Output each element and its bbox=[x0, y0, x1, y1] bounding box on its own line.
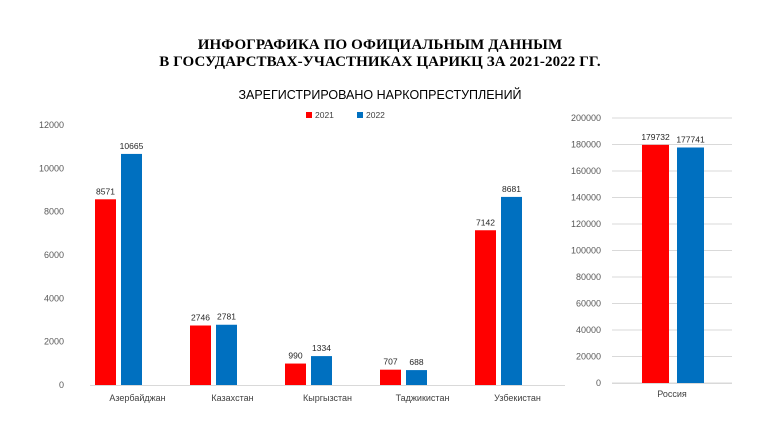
left-data-label-2022: 2781 bbox=[217, 312, 236, 322]
left-data-label-2022: 8681 bbox=[502, 184, 521, 194]
right-data-label-2021: 179732 bbox=[641, 132, 670, 142]
left-y-tick-label: 12000 bbox=[39, 120, 64, 130]
chart-subtitle: ЗАРЕГИСТРИРОВАНО НАРКОПРЕСТУПЛЕНИЙ bbox=[238, 88, 522, 102]
left-y-tick-label: 8000 bbox=[44, 207, 64, 217]
right-y-tick-label: 120000 bbox=[571, 219, 601, 229]
right-y-tick-label: 100000 bbox=[571, 246, 601, 256]
left-bar-2022 bbox=[311, 356, 332, 385]
left-data-label-2022: 688 bbox=[409, 357, 423, 367]
left-bar-2022 bbox=[501, 196, 522, 385]
left-y-tick-label: 4000 bbox=[44, 293, 64, 303]
left-data-label-2021: 2746 bbox=[191, 313, 210, 323]
left-bar-2021 bbox=[475, 230, 496, 385]
left-y-tick-label: 10000 bbox=[39, 163, 64, 173]
left-y-tick-label: 2000 bbox=[44, 337, 64, 347]
legend-label-2022: 2022 bbox=[366, 110, 385, 120]
right-bar-2021 bbox=[642, 144, 669, 383]
right-y-tick-label: 20000 bbox=[576, 352, 601, 362]
right-y-tick-label: 80000 bbox=[576, 272, 601, 282]
left-category-label: Азербайджан bbox=[109, 393, 165, 403]
left-category-label: Узбекистан bbox=[494, 393, 541, 403]
right-data-label-2022: 177741 bbox=[676, 134, 705, 144]
right-category-label: Россия bbox=[657, 389, 687, 399]
left-bar-2021 bbox=[380, 369, 401, 385]
right-y-tick-label: 160000 bbox=[571, 166, 601, 176]
left-data-label-2022: 10665 bbox=[120, 141, 144, 151]
chart-title-line1: ИНФОГРАФИКА ПО ОФИЦИАЛЬНЫМ ДАННЫМ bbox=[197, 37, 563, 53]
left-data-label-2021: 990 bbox=[288, 351, 302, 361]
left-category-label: Казахстан bbox=[211, 393, 253, 403]
left-bar-2021 bbox=[285, 363, 306, 385]
left-bar-2021 bbox=[190, 325, 211, 385]
left-bar-2021 bbox=[95, 199, 116, 385]
right-y-tick-label: 180000 bbox=[571, 140, 601, 150]
right-y-tick-label: 200000 bbox=[571, 113, 601, 123]
left-bar-2022 bbox=[406, 370, 427, 385]
legend-swatch-2022 bbox=[357, 112, 363, 118]
left-data-label-2021: 8571 bbox=[96, 186, 115, 196]
left-bar-2022 bbox=[216, 324, 237, 385]
right-y-tick-label: 140000 bbox=[571, 193, 601, 203]
right-y-tick-label: 0 bbox=[596, 378, 601, 388]
left-y-tick-label: 6000 bbox=[44, 250, 64, 260]
left-y-tick-label: 0 bbox=[59, 380, 64, 390]
right-bar-2022 bbox=[677, 147, 704, 383]
left-data-label-2022: 1334 bbox=[312, 343, 331, 353]
right-y-tick-label: 60000 bbox=[576, 299, 601, 309]
chart-title-line2: В ГОСУДАРСТВАХ-УЧАСТНИКАХ ЦАРИКЦ ЗА 2021… bbox=[159, 54, 601, 70]
right-y-tick-label: 40000 bbox=[576, 325, 601, 335]
legend-swatch-2021 bbox=[306, 112, 312, 118]
left-category-label: Таджикистан bbox=[396, 393, 450, 403]
left-bar-2022 bbox=[121, 153, 142, 385]
left-data-label-2021: 7142 bbox=[476, 217, 495, 227]
left-data-label-2021: 707 bbox=[383, 357, 397, 367]
left-category-label: Кыргызстан bbox=[303, 393, 352, 403]
legend-label-2021: 2021 bbox=[315, 110, 334, 120]
